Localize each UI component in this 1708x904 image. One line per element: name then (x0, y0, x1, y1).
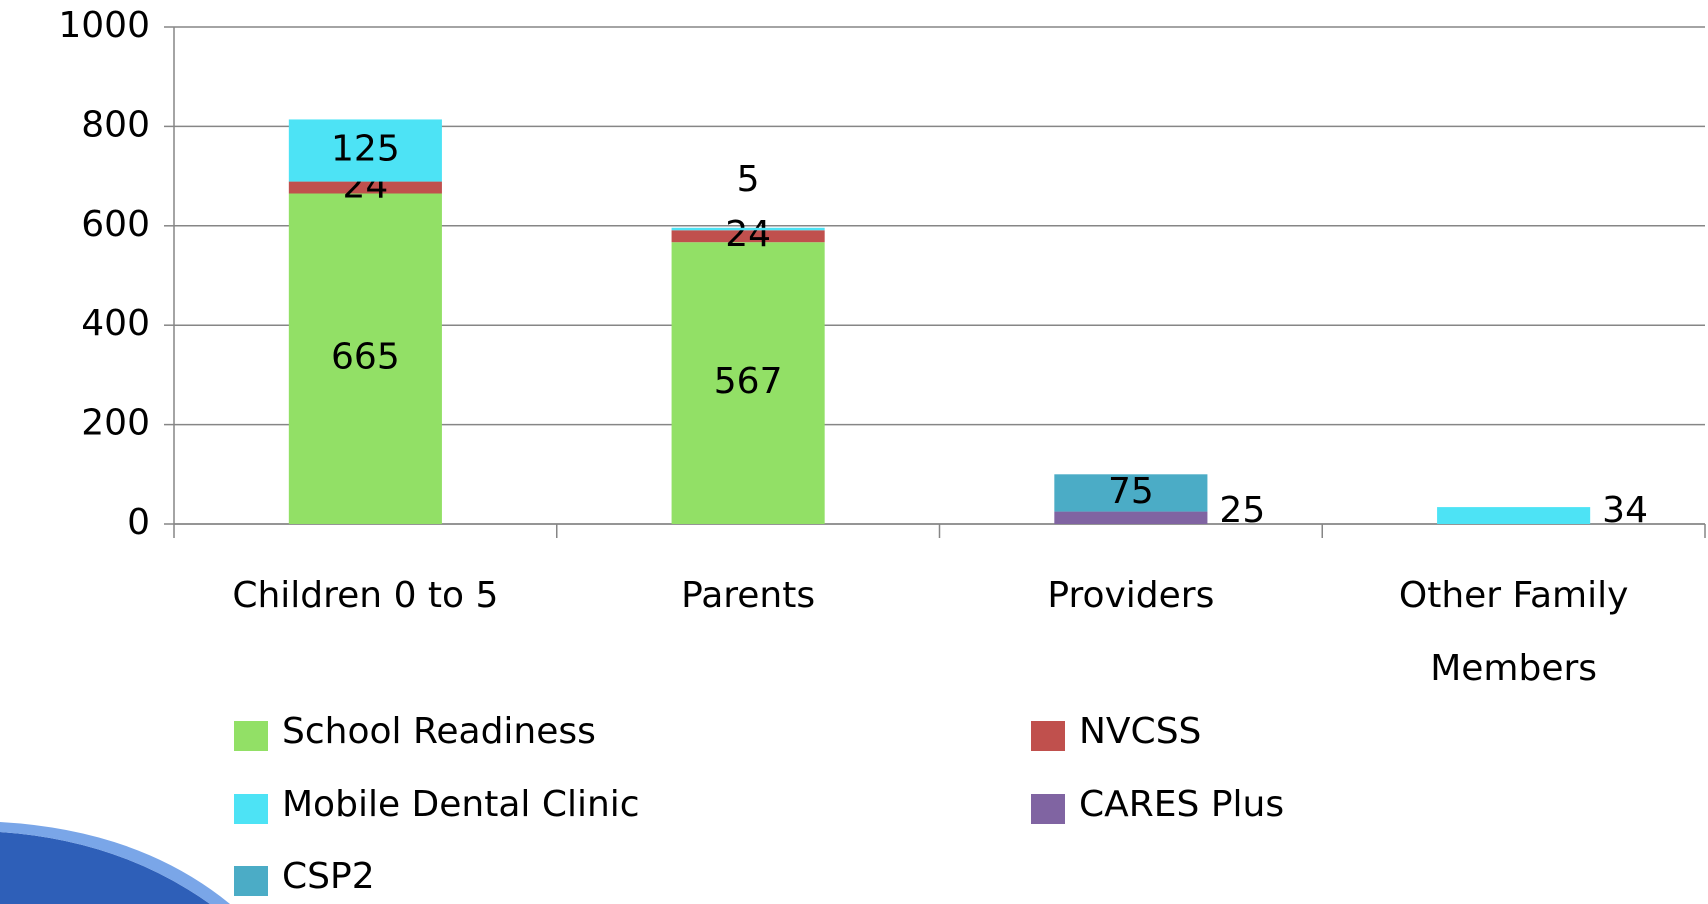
y-tick-label: 800 (81, 104, 150, 145)
chart: 0 200 400 600 800 1000 Children 0 to 5 Parents P… (0, 0, 1708, 904)
page: 0 200 400 600 800 1000 Children 0 to 5 Parents P… (0, 0, 1708, 904)
legend-swatch (234, 866, 268, 896)
x-tick-label: Providers (1047, 575, 1214, 616)
data-label: 567 (714, 361, 783, 402)
legend-swatch (1031, 794, 1065, 824)
data-label: 125 (331, 129, 400, 170)
legend-swatch (234, 794, 268, 824)
x-tick-label: Children 0 to 5 (232, 575, 498, 616)
data-label: 24 (725, 214, 771, 255)
legend-label: CSP2 (282, 856, 375, 897)
bar-segment (672, 228, 825, 230)
legend-label: School Readiness (282, 711, 596, 752)
legend-label: NVCSS (1079, 711, 1201, 752)
legend-label: CARES Plus (1079, 784, 1284, 825)
y-tick-label: 200 (81, 403, 150, 444)
x-tick-label: Parents (681, 575, 815, 616)
y-tick-label: 400 (81, 303, 150, 344)
data-label: 5 (737, 159, 760, 200)
y-tick-label: 600 (81, 204, 150, 245)
data-label: 75 (1108, 471, 1154, 512)
data-label: 25 (1219, 490, 1265, 531)
legend-swatch (1031, 721, 1065, 751)
legend-swatch (234, 721, 268, 751)
data-label: 34 (1602, 490, 1648, 531)
y-tick-label: 1000 (58, 5, 150, 46)
y-tick-label: 0 (127, 502, 150, 543)
bar-segment (1437, 507, 1590, 524)
data-label: 665 (331, 337, 400, 378)
legend-label: Mobile Dental Clinic (282, 784, 640, 825)
bar-segment (1054, 512, 1207, 524)
